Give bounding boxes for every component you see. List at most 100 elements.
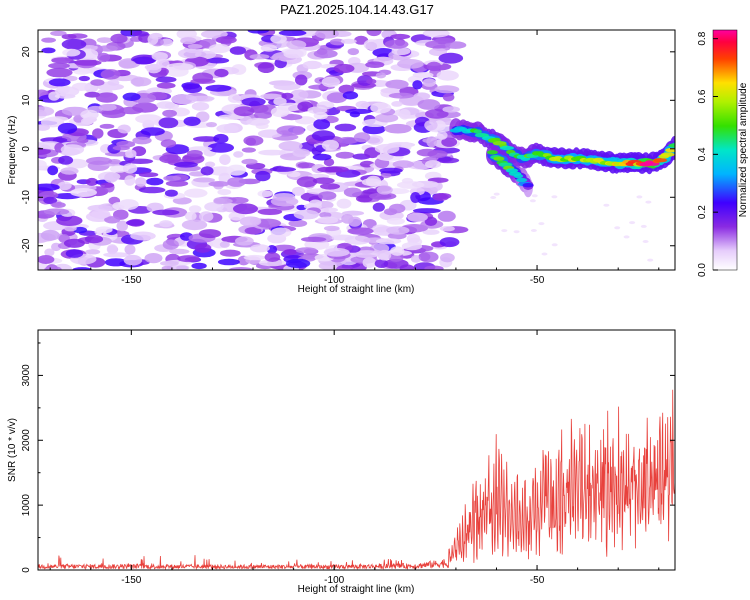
- x-tick-label: -150: [121, 575, 141, 586]
- noise-blob: [213, 133, 229, 144]
- noise-blob: [640, 224, 647, 228]
- noise-blob: [193, 177, 215, 183]
- noise-blob: [130, 231, 156, 241]
- noise-blob: [366, 30, 382, 37]
- noise-blob: [110, 33, 128, 44]
- noise-blob: [258, 259, 287, 267]
- noise-blob: [426, 61, 442, 72]
- noise-blob: [384, 39, 409, 49]
- noise-blob: [374, 113, 399, 123]
- x-tick-label: -50: [530, 275, 545, 286]
- noise-blob: [258, 149, 286, 156]
- noise-blob: [257, 190, 273, 198]
- noise-blob: [283, 49, 304, 59]
- colorbar-tick-label: 0.2: [697, 205, 708, 219]
- noise-blob: [326, 92, 347, 104]
- y-tick-label: 2000: [21, 429, 32, 452]
- noise-blob: [241, 97, 266, 107]
- noise-blob: [233, 203, 258, 215]
- noise-blob: [100, 182, 115, 188]
- noise-blob: [410, 255, 422, 263]
- noise-blob: [43, 196, 58, 204]
- colorbar-tick-label: 0.6: [697, 89, 708, 103]
- noise-blob: [426, 136, 438, 148]
- noise-blob: [158, 117, 179, 129]
- noise-blob: [46, 67, 73, 78]
- noise-blob: [183, 83, 203, 94]
- noise-blob: [323, 247, 350, 257]
- noise-blob: [177, 48, 202, 59]
- noise-blob: [117, 124, 131, 134]
- noise-blob: [165, 180, 189, 187]
- noise-blob: [156, 101, 176, 109]
- noise-blob: [374, 259, 389, 268]
- noise-blob: [144, 253, 163, 264]
- noise-blob: [57, 181, 72, 191]
- noise-blob: [424, 265, 444, 270]
- noise-blob: [348, 216, 362, 227]
- noise-blob: [43, 208, 70, 215]
- noise-blob: [410, 192, 421, 203]
- y-tick-label: 3000: [21, 364, 32, 387]
- noise-blob: [187, 44, 203, 49]
- noise-blob: [273, 83, 301, 91]
- noise-blob: [123, 163, 138, 174]
- noise-blob: [390, 33, 411, 40]
- noise-blob: [135, 177, 147, 187]
- noise-blob: [122, 92, 141, 102]
- noise-blob: [219, 249, 241, 257]
- noise-blob: [529, 199, 536, 203]
- noise-blob: [58, 155, 74, 165]
- noise-blob: [369, 192, 397, 200]
- noise-blob: [244, 227, 262, 235]
- noise-blob: [264, 252, 281, 262]
- snr-plot: [38, 330, 675, 570]
- signal-blob: [491, 137, 501, 143]
- noise-blob: [135, 114, 162, 124]
- x-tick-label: -50: [530, 575, 545, 586]
- noise-blob: [335, 151, 355, 159]
- noise-blob: [333, 63, 355, 74]
- noise-blob: [61, 38, 87, 50]
- y-tick-label: 20: [21, 46, 32, 58]
- noise-blob: [442, 106, 461, 113]
- x-tick-label: -100: [324, 275, 344, 286]
- noise-blob: [401, 242, 423, 251]
- noise-blob: [286, 40, 307, 50]
- colorbar-label: Normalized spectral amplitude: [738, 82, 749, 217]
- noise-blob: [191, 262, 207, 270]
- noise-blob: [206, 57, 230, 64]
- noise-blob: [424, 216, 438, 226]
- noise-blob: [424, 120, 438, 131]
- noise-blob: [172, 197, 192, 205]
- noise-blob: [241, 147, 256, 153]
- noise-blob: [392, 160, 414, 169]
- noise-blob: [246, 117, 270, 126]
- noise-blob: [438, 52, 464, 64]
- noise-blob: [336, 264, 354, 270]
- y-tick-label: 0: [21, 567, 32, 573]
- signal-blob: [668, 143, 675, 148]
- noise-blob: [192, 72, 214, 83]
- noise-blob: [41, 37, 56, 43]
- noise-blob: [147, 33, 159, 45]
- noise-blob: [412, 208, 441, 214]
- noise-blob: [226, 164, 246, 176]
- noise-blob: [41, 47, 56, 54]
- noise-blob: [311, 130, 335, 142]
- noise-blob: [247, 30, 269, 34]
- noise-blob: [163, 175, 181, 181]
- x-tick-label: -100: [324, 575, 344, 586]
- noise-blob: [270, 196, 299, 207]
- noise-blob: [64, 226, 77, 232]
- colorbar-tick-label: 0.4: [697, 147, 708, 161]
- noise-blob: [313, 118, 331, 130]
- noise-blob: [60, 144, 85, 156]
- noise-blob: [229, 267, 253, 270]
- noise-blob: [353, 250, 381, 259]
- noise-blob: [249, 54, 270, 60]
- noise-blob: [81, 117, 94, 125]
- noise-blob: [353, 132, 371, 143]
- noise-blob: [124, 175, 136, 186]
